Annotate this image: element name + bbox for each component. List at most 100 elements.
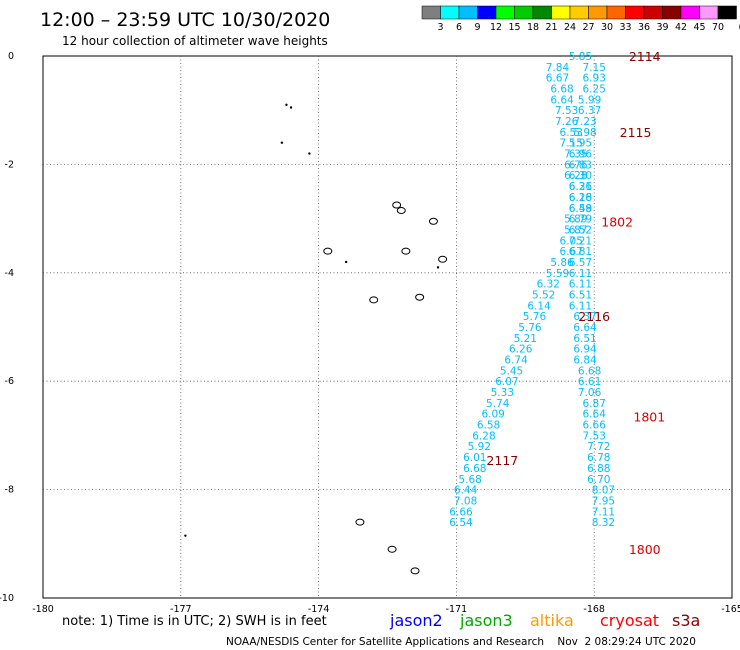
satellite-legend: jason2 jason3 altika cryosat s3a: [389, 611, 700, 630]
wave-height-point: 6.64: [550, 94, 574, 106]
legend-swatch: [495, 5, 515, 20]
legend-swatch: [421, 5, 441, 20]
wave-height-point: 8.07: [592, 485, 615, 497]
wave-height-point: 5.89: [564, 214, 587, 226]
footer-credit: NOAA/NESDIS Center for Satellite Applica…: [226, 636, 696, 648]
wave-height-point: 6.37: [573, 311, 596, 323]
y-tick-label: 0: [8, 51, 14, 62]
legend-swatch: [477, 5, 497, 20]
wave-height-point: 6.83: [569, 159, 592, 171]
wave-height-point: 6.11: [569, 268, 592, 280]
wave-height-point: 6.11: [569, 300, 592, 312]
y-tick-label: -6: [5, 376, 14, 387]
pass-time-label: 1802: [601, 214, 633, 229]
island-marker: [285, 103, 288, 106]
island-marker: [401, 247, 411, 255]
wave-height-point: 6.54: [449, 517, 473, 529]
island-marker: [308, 152, 311, 155]
island-marker: [344, 260, 348, 264]
wave-height-point: 6.57: [569, 257, 592, 269]
satellite-s3a: s3a: [672, 611, 700, 630]
wave-height-point: 5.95: [569, 138, 592, 150]
legend-label: 33: [619, 22, 631, 33]
wave-height-point: 6.37: [578, 105, 601, 117]
wave-height-point: 6.49: [569, 203, 592, 215]
wave-height-point: 5.86: [550, 257, 574, 269]
wave-height-point: 6.61: [578, 376, 601, 388]
y-tick-label: -4: [5, 268, 14, 279]
wave-height-point: 6.78: [587, 452, 610, 464]
island-marker: [355, 518, 365, 526]
pass-time-label: 2116: [578, 309, 610, 324]
pass-time-label: 2114: [629, 49, 661, 64]
wave-height-point: 6.67: [546, 73, 569, 85]
legend-label: 15: [508, 22, 520, 33]
island-marker: [428, 217, 438, 225]
island-marker: [392, 201, 402, 209]
x-tick-label: -180: [32, 604, 54, 615]
wave-height-point: 6.09: [481, 409, 504, 421]
wave-height-point: 5.92: [468, 441, 491, 453]
wave-height-point: 6.96: [569, 149, 593, 161]
legend-label: 70: [712, 22, 724, 33]
wave-height-point: 5.99: [578, 94, 601, 106]
wave-height-point: 6.53: [560, 127, 583, 139]
wave-height-point: 5.74: [486, 398, 510, 410]
legend-swatch: [588, 5, 608, 20]
y-tick-label: -10: [0, 593, 14, 604]
legend-label: 12: [490, 22, 502, 33]
legend-label: 39: [656, 22, 668, 33]
wave-height-point: 5.21: [514, 333, 537, 345]
wave-height-point: 7.53: [555, 105, 578, 117]
legend-label: 6: [456, 22, 462, 33]
legend-label: 30: [601, 22, 613, 33]
chart-title: 12:00 – 23:59 UTC 10/30/2020: [40, 9, 330, 31]
wave-height-point: 6.01: [463, 452, 486, 464]
island-marker: [436, 266, 440, 269]
wave-height-point: 6.28: [569, 192, 592, 204]
wave-height-point: 6.26: [509, 344, 533, 356]
wave-height-point: 6.66: [583, 420, 607, 432]
wave-height-point: 6.31: [569, 181, 592, 193]
pass-time-label: 1800: [629, 542, 661, 557]
wave-height-point: 7.08: [454, 495, 477, 507]
legend-swatch: [662, 5, 682, 20]
wave-height-point: 7.95: [592, 495, 615, 507]
legend-swatch: [514, 5, 534, 20]
wave-height-point: 6.30: [569, 170, 592, 182]
wave-height-point: 6.52: [569, 224, 592, 236]
wave-height-point: 7.35: [564, 149, 587, 161]
wave-height-point: 5.76: [523, 311, 547, 323]
satellite-cryosat: cryosat: [600, 611, 659, 630]
wave-height-point: 6.32: [537, 279, 560, 291]
legend-label: 24: [564, 22, 576, 33]
island-marker: [410, 567, 420, 575]
satellite-altika: altika: [530, 611, 574, 630]
wave-height-point: 6.14: [527, 300, 551, 312]
wave-height-point: 6.93: [583, 73, 606, 85]
wave-height-point: 6.07: [495, 376, 518, 388]
island-marker: [396, 206, 406, 214]
wave-height-point: 8.32: [592, 517, 615, 529]
wave-height-point: 7.84: [546, 62, 570, 74]
y-tick-labels: 0 -2 -4 -6 -8 -10: [0, 51, 14, 604]
legend-label: 9: [474, 22, 480, 33]
legend-swatch: [458, 5, 478, 20]
wave-height-point: 6.51: [573, 333, 596, 345]
wave-height-point: 5.85: [569, 51, 592, 63]
wave-height-point: 7.21: [569, 235, 592, 247]
wave-height-point: 6.68: [550, 84, 573, 96]
pass-time-label: 2115: [620, 125, 652, 140]
legend-label: 42: [675, 22, 687, 33]
island-marker: [415, 293, 425, 301]
wave-height-labels: 5.857.846.676.686.647.537.266.537.157.35…: [449, 51, 615, 529]
pass-time-label: 2117: [486, 453, 518, 468]
pass-time-label: 1801: [633, 409, 665, 424]
wave-height-point: 6.87: [583, 398, 606, 410]
x-tick-label: -165: [721, 604, 740, 615]
wave-height-point: 6.64: [583, 409, 607, 421]
wave-height-point: 6.66: [449, 506, 473, 518]
island-marker: [387, 545, 397, 553]
legend-swatch: [717, 5, 737, 20]
